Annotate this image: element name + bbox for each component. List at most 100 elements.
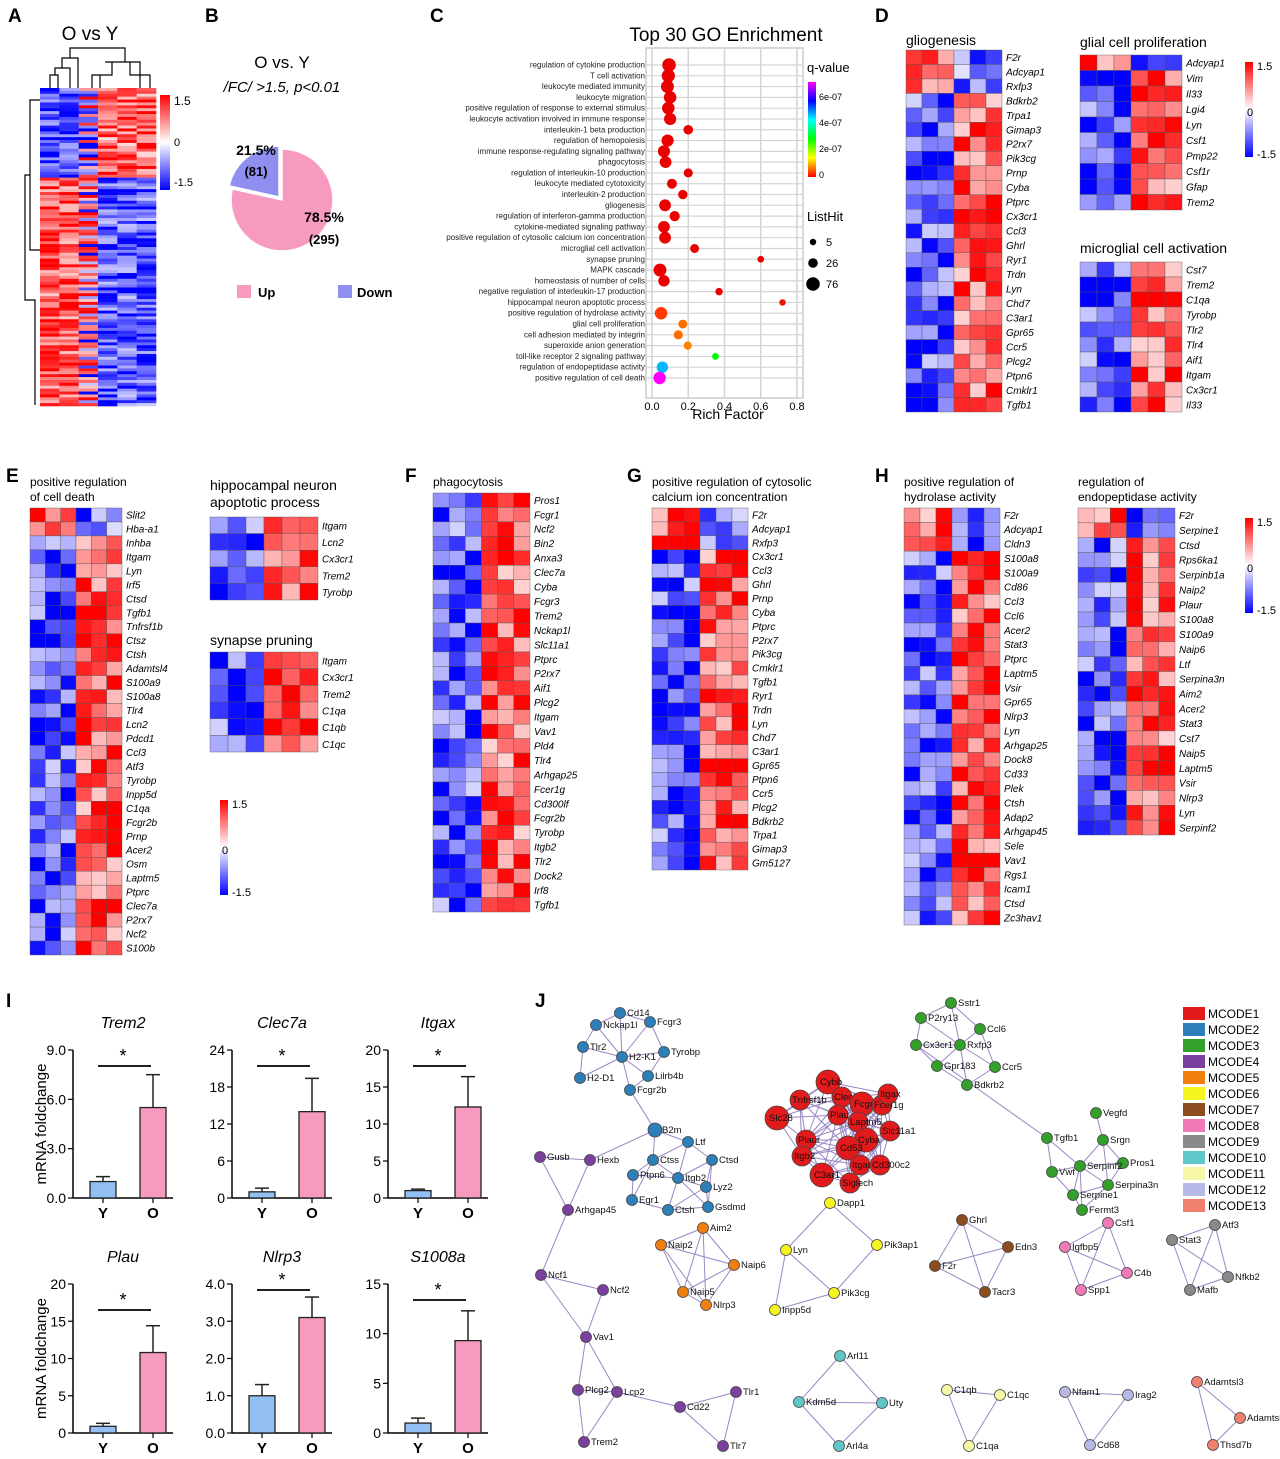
pie-chart: 21.5%(81)78.5%(295)Up Down [228,142,392,300]
heatmap-cell [432,738,450,754]
gene-label: Pmp22 [1186,152,1218,163]
heatmap-cell [919,824,937,839]
heatmap-cell [117,330,137,335]
heatmap-cell [98,255,118,259]
heatmap-cell [91,926,107,942]
heatmap-cell [106,759,123,774]
heatmap-cell [651,772,669,787]
heatmap-cell [1142,552,1160,568]
network-edge [936,1065,968,1086]
heatmap-cell [919,694,937,710]
heatmap-cell [481,897,498,913]
heatmap-cell [651,605,669,620]
gene-label: Ccr5 [752,789,774,800]
node-label: Gusb [547,1152,570,1163]
heatmap-cell [432,781,450,797]
heatmap-cell [448,695,466,710]
heatmap-cell [1079,147,1098,164]
heatmap-cell [40,235,60,239]
heatmap-cell [59,145,79,150]
heatmap-cell [667,786,685,801]
heatmap-cell [985,165,1003,181]
heatmap-cell [513,651,531,667]
heatmap-cell [699,772,717,787]
heatmap-cell [497,709,515,725]
heatmap-cell [59,148,79,152]
pie-label-up-count: (295) [309,232,339,247]
heatmap-cell [117,351,137,355]
network-edge [629,1089,656,1131]
go-xlabel: Rich Factor [692,406,764,422]
heatmap-cell [117,206,137,210]
y-tick-label: 2.0 [206,1351,226,1367]
heatmap-cell [699,619,717,634]
gene-label: Vav1 [1004,856,1026,867]
gene-label: Osm [126,860,147,871]
panel-letter: G [627,466,642,487]
heatmap-cell [969,180,987,196]
heatmap-cell [448,492,466,508]
go-dot [662,101,675,115]
heatmap-cell [513,521,531,537]
heatmap-cell [40,377,60,381]
network-node [562,1204,574,1216]
heatmap-cell [227,685,247,703]
heatmap-cell [227,718,247,736]
heatmap-cell [78,290,99,294]
heatmap-cell [59,267,79,271]
heatmap-cell [985,397,1003,413]
network-edge [838,1402,883,1447]
heatmap-cell [78,145,99,150]
heatmap-cell [40,374,60,378]
heatmap-cell [953,49,971,65]
heatmap-cell [951,781,969,796]
heatmap-cell [40,119,60,123]
bar-y [248,1191,276,1199]
gene-label: Nlrp3 [1179,794,1203,805]
heatmap-cell [951,522,969,537]
gene-label: Adcyap1 [1005,67,1045,78]
heatmap-cell [905,281,923,297]
heatmap-cell [921,368,939,384]
heatmap-cell [967,579,985,595]
heatmap-cell [1077,522,1095,538]
y-tick-label: 0 [217,1190,225,1206]
heatmap-cell [245,583,265,601]
node-label: Adamtsl3 [1204,1377,1244,1388]
heatmap-cell [1142,596,1160,613]
x-tick-label: O [147,1205,159,1222]
heatmap-cell [985,93,1003,109]
network-node [929,1260,941,1272]
node-label: Tgfb1 [1054,1133,1078,1144]
heatmap-cell [513,492,531,508]
colorbar-label: 0 [1247,107,1253,119]
gene-label: Trdn [1006,270,1026,281]
heatmap-cell [903,723,921,739]
gene-label: Plcg2 [534,698,559,709]
heatmap-cell [905,353,923,369]
legend-label: MCODE9 [1208,1135,1260,1149]
heatmap-cell [1158,596,1176,613]
heatmap-cell [98,293,118,297]
heatmap-cell [1130,321,1149,338]
heatmap-cell [513,752,531,768]
heatmap-cell [935,838,953,854]
heatmap-cell [667,828,685,843]
heatmap-cell [98,322,118,326]
heatmap-cell [59,203,79,207]
heatmap-cell [117,122,137,126]
heatmap-cell [667,521,685,537]
heatmap-cell [117,241,137,245]
heatmap-cell [967,752,985,768]
heatmap-cell [651,563,669,578]
heatmap-cell [40,255,60,259]
network-edge [1064,1391,1129,1396]
heatmap-title: hippocampal neuron [210,477,337,493]
heatmap-cell [935,852,953,868]
heatmap-cell [432,579,450,595]
heatmap-cell [1077,626,1095,642]
heatmap-cell [117,299,137,303]
heatmap-cell [1158,611,1176,628]
gene-label: P2rx7 [752,636,779,647]
heatmap-cell [78,151,99,155]
